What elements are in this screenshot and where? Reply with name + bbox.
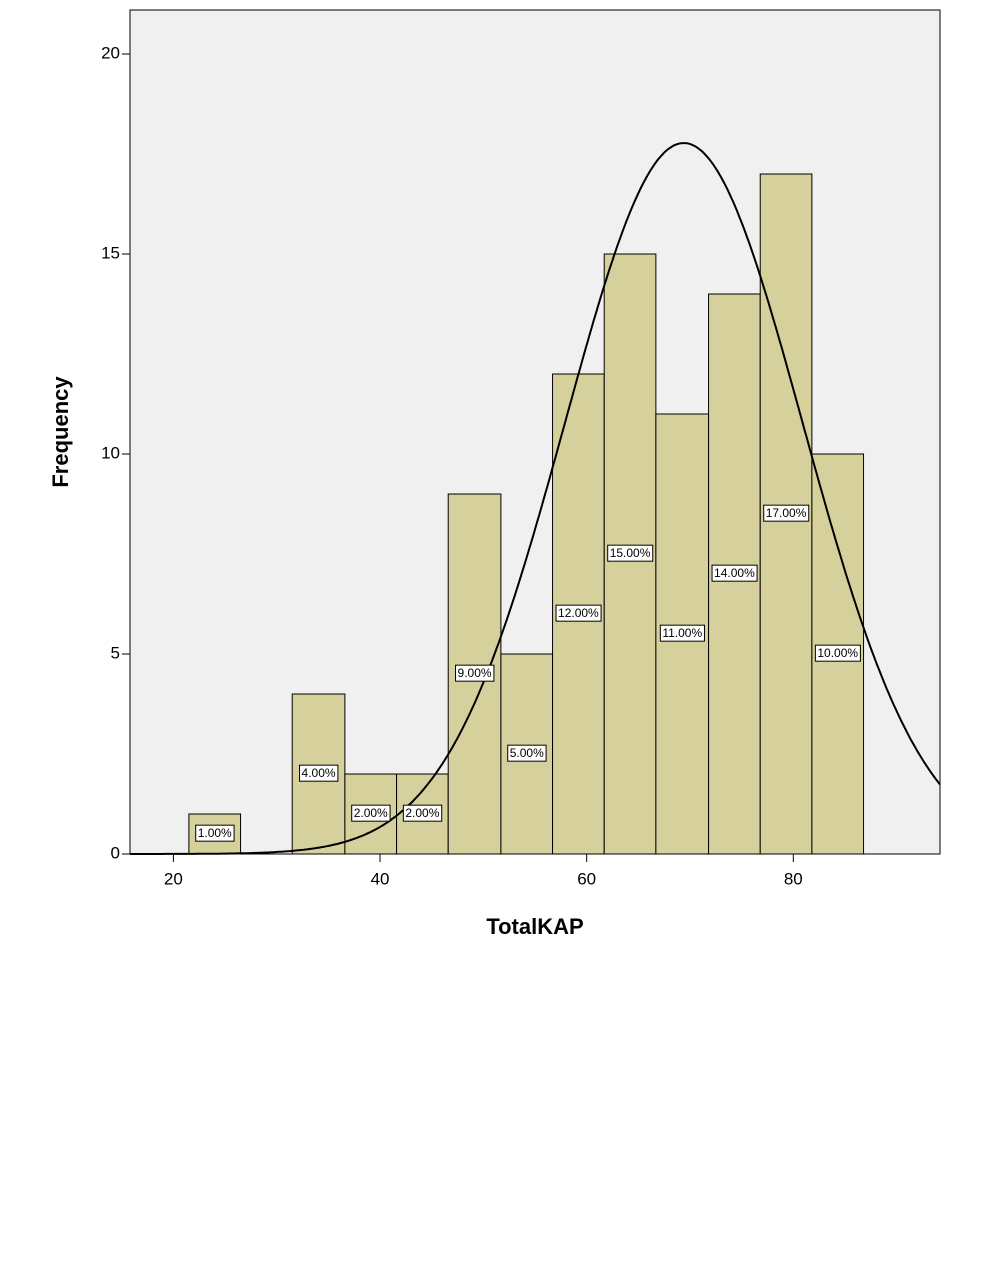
value-label: 2.00% bbox=[354, 806, 388, 820]
x-tick-label: 80 bbox=[784, 869, 803, 888]
normal-curve bbox=[130, 142, 941, 855]
value-label-box bbox=[351, 804, 391, 822]
value-label: 1.00% bbox=[198, 826, 232, 840]
y-axis-title: Frequency bbox=[48, 376, 73, 488]
x-tick-label: 40 bbox=[371, 869, 390, 888]
value-label: 5.00% bbox=[510, 746, 544, 760]
value-label-box bbox=[711, 564, 758, 582]
x-tick-label: 60 bbox=[577, 869, 596, 888]
value-label-box bbox=[607, 544, 654, 562]
value-label: 9.00% bbox=[458, 666, 492, 680]
value-label: 12.00% bbox=[558, 606, 599, 620]
value-label: 14.00% bbox=[714, 566, 755, 580]
value-label: 17.00% bbox=[766, 506, 807, 520]
value-label-box bbox=[455, 664, 495, 682]
value-label-box bbox=[195, 824, 235, 842]
value-label-box bbox=[402, 804, 443, 822]
value-label: 10.00% bbox=[817, 646, 858, 660]
value-label-box bbox=[814, 644, 861, 662]
value-label: 15.00% bbox=[610, 546, 651, 560]
y-tick-label: 5 bbox=[111, 643, 120, 662]
y-tick-label: 10 bbox=[101, 443, 120, 462]
value-label: 4.00% bbox=[302, 766, 336, 780]
value-label-box bbox=[299, 764, 339, 782]
value-label-box bbox=[659, 624, 705, 642]
value-label-box bbox=[507, 744, 547, 762]
y-tick-label: 20 bbox=[101, 43, 120, 62]
value-label: 11.00% bbox=[662, 626, 702, 640]
x-tick-label: 20 bbox=[164, 869, 183, 888]
value-label: 2.00% bbox=[405, 806, 439, 820]
y-tick-label: 0 bbox=[111, 843, 120, 862]
value-label-box bbox=[555, 604, 602, 622]
y-tick-label: 15 bbox=[101, 243, 120, 262]
value-label-box bbox=[763, 504, 810, 522]
x-axis-title: TotalKAP bbox=[486, 914, 583, 939]
